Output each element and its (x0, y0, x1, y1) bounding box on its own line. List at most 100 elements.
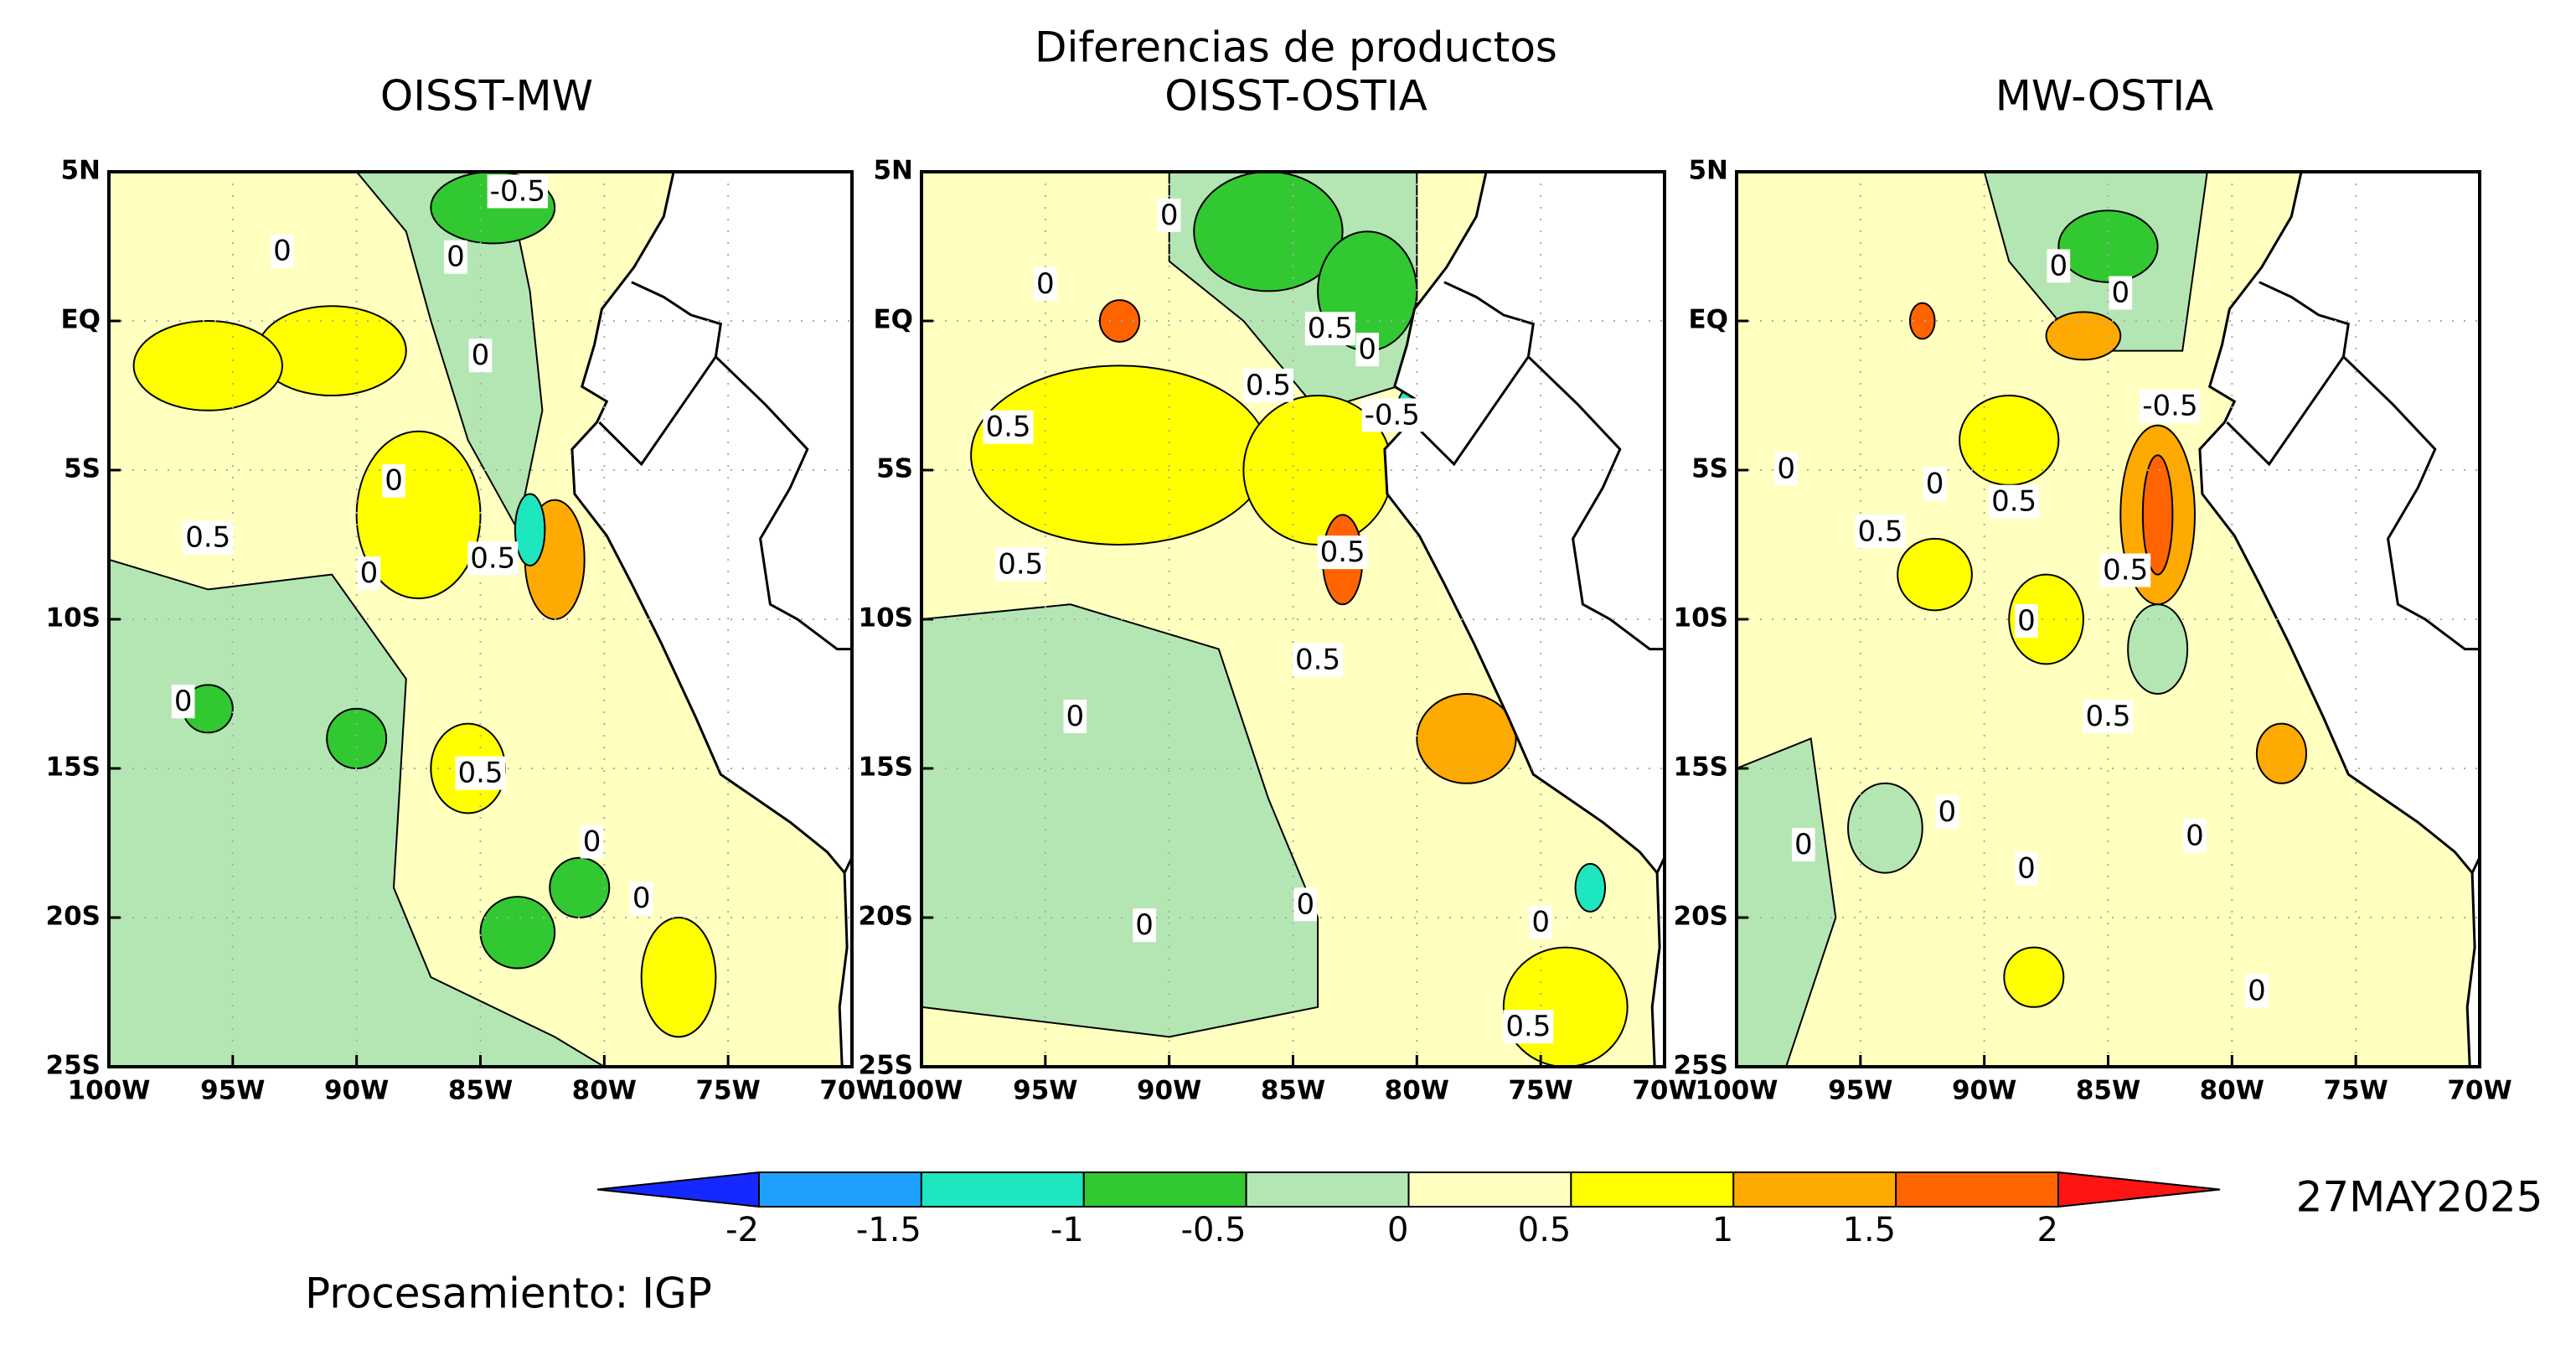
contour-label: -0.5 (2142, 390, 2197, 423)
contour-label-bg (1355, 333, 1380, 367)
contour-label-bg (357, 556, 381, 591)
contour-label-bg (1063, 699, 1087, 733)
lat-tick-label: 25S (1674, 1051, 1728, 1081)
contour-label: 0.5 (457, 757, 503, 790)
contour-label: 0.5 (1246, 369, 1291, 402)
contour-label: 0 (1296, 887, 1314, 921)
contour-label: 0 (2186, 819, 2204, 852)
border (2226, 281, 2350, 467)
lon-tick-label: 95W (1828, 1076, 1892, 1106)
lon-tick-label: 70W (2447, 1076, 2511, 1106)
lon-tick-label: 75W (1508, 1076, 1572, 1106)
contour-label-bg (271, 234, 294, 268)
colorbar-swatch (920, 1171, 1085, 1208)
contour-label-bg (1923, 467, 1947, 501)
contour-label: 0 (632, 882, 651, 915)
lat-tick-label: 5N (60, 156, 101, 186)
lon-tick-label: 80W (572, 1076, 637, 1106)
lon-tick-label: 75W (695, 1076, 760, 1106)
lon-tick-label: 80W (1385, 1076, 1449, 1106)
lon-tick-label: 90W (1952, 1076, 2016, 1106)
contour-region (2127, 603, 2189, 695)
contour-label: 0 (1358, 333, 1376, 366)
coastline (1383, 172, 1661, 1067)
lat-tick-label: 20S (859, 902, 913, 932)
contour-label-bg (1855, 515, 1906, 549)
colorbar-label: -2 (725, 1211, 759, 1249)
credit-label: Procesamiento: IGP (305, 1270, 712, 1318)
contour-region (2141, 454, 2174, 576)
colorbar-extension (2057, 1171, 2221, 1208)
border (715, 355, 852, 651)
lon-tick-label: 95W (1013, 1076, 1077, 1106)
contour-label: 0.5 (185, 520, 230, 554)
contour-label: 0 (1531, 906, 1550, 939)
contour-label: 0.5 (1308, 312, 1353, 345)
contour-label-bg (2245, 974, 2269, 1008)
contour-label: 0.5 (2103, 554, 2148, 587)
contour-label: 0 (360, 556, 379, 590)
lon-tick-label: 75W (2323, 1076, 2388, 1106)
contour-label: 0 (1938, 795, 1956, 829)
lat-tick-label: 10S (46, 603, 101, 634)
lon-tick-label: 85W (448, 1076, 513, 1106)
coastline (2198, 172, 2476, 1067)
lat-tick-label: 5N (873, 156, 913, 186)
colorbar-swatch (1895, 1171, 2059, 1208)
contour-region (1416, 693, 1517, 784)
contour-label: 0 (1926, 467, 1944, 500)
contour-region (109, 558, 607, 1067)
lon-tick-label: 100W (68, 1076, 151, 1106)
panel-title: OISST-MW (380, 72, 593, 121)
contour-label: 0.5 (1505, 1010, 1551, 1043)
lat-tick-label: 5N (1688, 156, 1728, 186)
contour-label-bg (467, 541, 519, 576)
lat-tick-label: 15S (1674, 752, 1728, 783)
contour-label-bg (1529, 905, 1552, 939)
lon-tick-label: 95W (200, 1076, 265, 1106)
contour-label-bg (1989, 484, 2040, 519)
contour-label: 0.5 (1295, 643, 1340, 676)
contour-label-bg (2047, 249, 2071, 283)
border (2342, 355, 2480, 651)
contour-region (1737, 737, 1837, 1067)
contour-region (1098, 299, 1141, 343)
contour-region (1847, 782, 1923, 874)
contour-label-bg (1304, 312, 1355, 346)
lat-tick-label: 20S (1674, 902, 1728, 932)
contour-label-bg (1133, 908, 1156, 943)
lon-tick-label: 90W (1137, 1076, 1201, 1106)
contour-label-bg (455, 756, 506, 790)
colorbar: -2 -1.5 -1 -0.5 0 0.5 1 1.5 2 (596, 1171, 2221, 1249)
contour-region (1908, 302, 1936, 340)
contour-label-bg (2015, 851, 2038, 886)
contour-region (2255, 722, 2308, 784)
contour-label-bg (2100, 553, 2151, 587)
contour-region (921, 603, 1319, 1038)
contour-label: 0 (1160, 199, 1179, 232)
contour-label-bg (382, 463, 405, 498)
contour-label: 0 (1794, 828, 1813, 861)
lon-tick-label: 80W (2200, 1076, 2264, 1106)
contour-region (514, 493, 546, 566)
colorbar-extension (596, 1171, 760, 1208)
contour-label-bg (1034, 266, 1057, 301)
contour-label-bg (2183, 819, 2207, 853)
contour-label: 0 (174, 685, 193, 718)
lat-tick-label: 15S (46, 752, 101, 783)
colorbar-swatch (1732, 1171, 1897, 1208)
colorbar-swatch (1407, 1171, 1572, 1208)
contour-region (1959, 395, 2060, 486)
contour-region (549, 856, 611, 919)
contour-label: 0 (2017, 852, 2036, 886)
colorbar-swatch (758, 1171, 922, 1208)
land (571, 172, 852, 1067)
colorbar-label: -0.5 (1181, 1211, 1247, 1249)
border (1411, 281, 1535, 467)
contour-label-bg (1935, 794, 1959, 829)
contour-label: 0 (1135, 908, 1154, 942)
contour-region (2045, 311, 2122, 361)
contour-label: 0 (273, 235, 292, 268)
